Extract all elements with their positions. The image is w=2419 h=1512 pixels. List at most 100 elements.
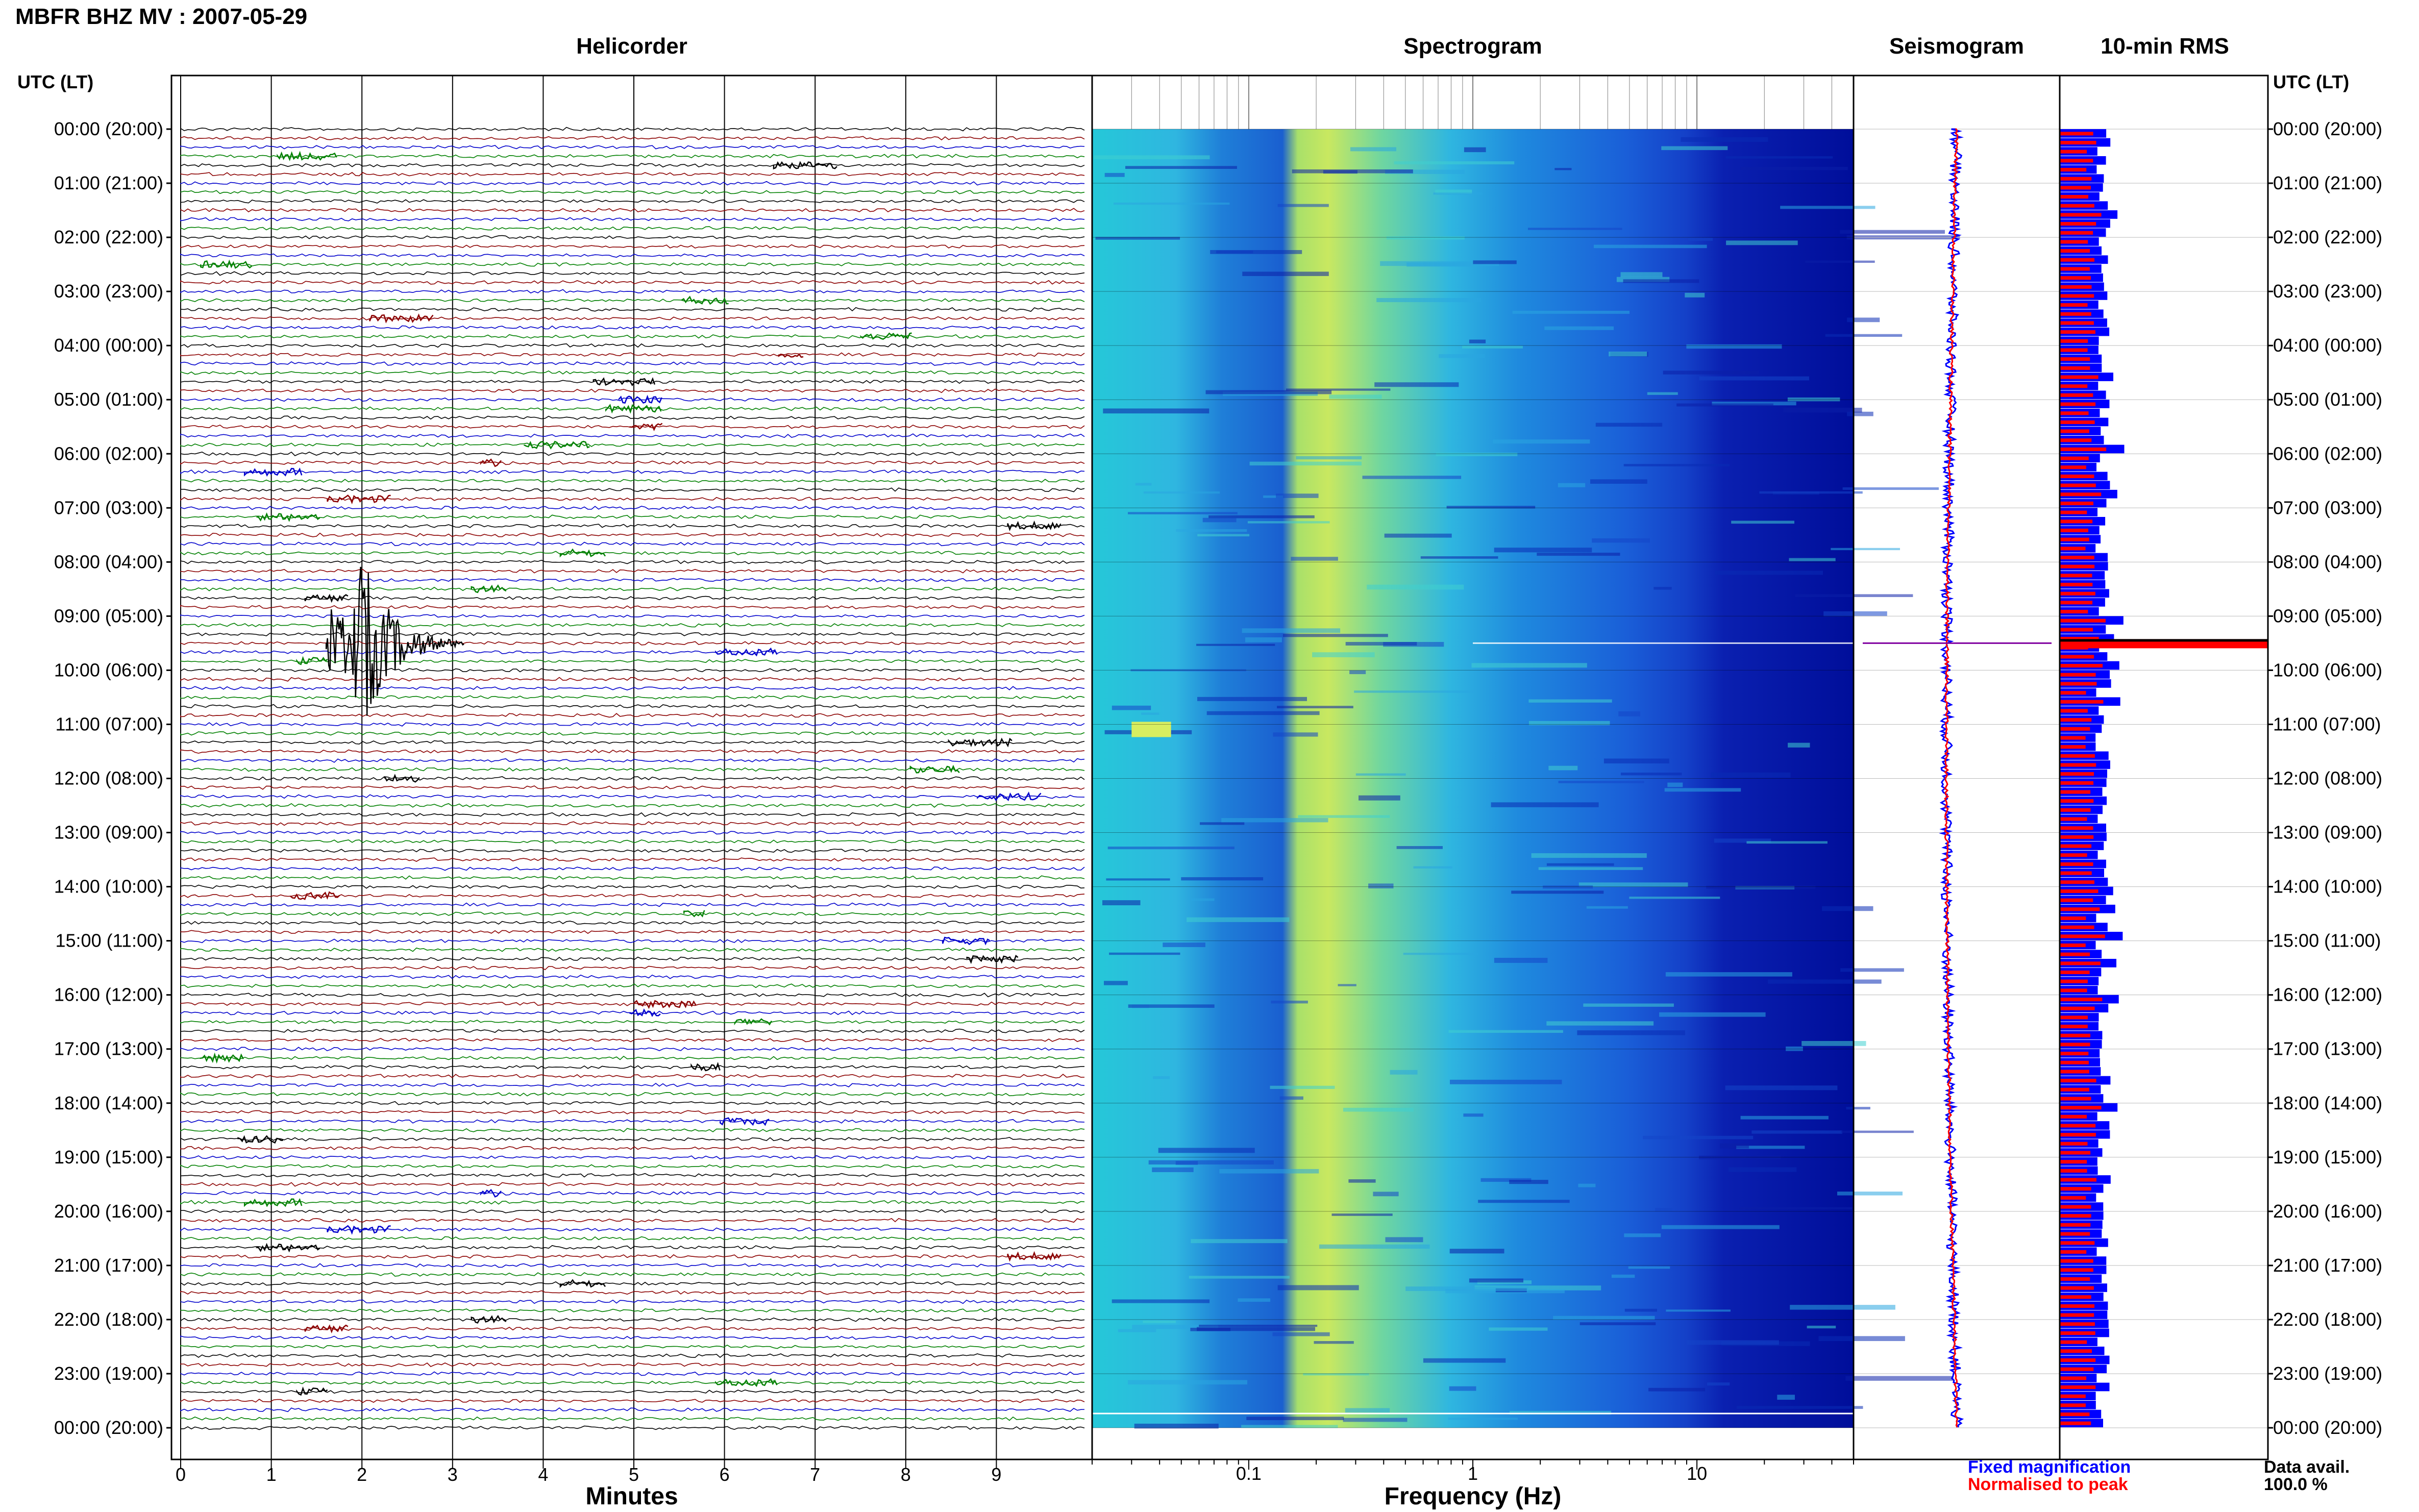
spectrogram-streak	[1841, 1130, 1914, 1133]
helicorder-trace	[180, 469, 1085, 475]
minutes-axis-title: Minutes	[585, 1483, 678, 1510]
helicorder-trace	[180, 1119, 1085, 1124]
rms-bar-normalised	[2060, 952, 2090, 956]
rms-bar-normalised	[2060, 556, 2094, 560]
helicorder-trace	[180, 749, 1085, 754]
spectrogram-streak	[1655, 1208, 1673, 1211]
spectrogram-streak	[1624, 1308, 1657, 1312]
spectrogram-streak	[1271, 1000, 1308, 1004]
helicorder-trace	[180, 271, 1085, 276]
spectrogram-streak	[1345, 1408, 1390, 1413]
spectrogram-streak	[1245, 637, 1282, 642]
helicorder-trace	[180, 740, 1085, 745]
rms-bar-normalised	[2060, 402, 2096, 406]
helicorder-trace	[180, 875, 1085, 880]
spectrogram-streak	[1319, 1244, 1430, 1249]
spectrogram-streak	[1107, 847, 1235, 850]
rms-bar-normalised	[2060, 366, 2090, 370]
spectrogram-streak	[1277, 1285, 1359, 1291]
time-label-left: 16:00 (12:00)	[54, 984, 163, 1005]
helicorder-burst	[618, 394, 662, 404]
helicorder-trace	[180, 460, 1085, 465]
rms-bar-normalised	[2060, 1169, 2087, 1173]
spectrogram-streak	[1462, 345, 1523, 349]
helicorder-burst	[778, 353, 804, 358]
spectrogram-streak	[1512, 311, 1630, 314]
rms-bar-normalised	[2060, 1043, 2090, 1047]
spectrogram-streak	[1406, 262, 1471, 267]
rms-bar-normalised	[2060, 880, 2094, 884]
rms-title: 10-min RMS	[2101, 34, 2229, 59]
spectrogram-streak	[1219, 1169, 1319, 1174]
rms-bar-normalised	[2060, 709, 2088, 713]
helicorder-trace	[180, 560, 1085, 564]
spectrogram-streak	[1805, 260, 1875, 263]
spectrogram-streak	[1141, 712, 1159, 715]
helicorder-burst	[369, 313, 434, 324]
spectrogram-streak	[1206, 711, 1320, 715]
helicorder-traces	[180, 127, 1085, 1430]
helicorder-trace	[180, 1110, 1085, 1114]
helicorder-trace	[180, 1281, 1085, 1286]
rms-bar-normalised	[2060, 1205, 2091, 1209]
spectrogram-streak	[1464, 147, 1486, 153]
helicorder-burst	[559, 548, 606, 558]
spectrogram-streak	[1272, 1332, 1330, 1336]
rms-bar-normalised	[2060, 979, 2088, 983]
spectrogram-streak	[1553, 1316, 1655, 1320]
minute-tick-label: 1	[266, 1464, 277, 1485]
helicorder-trace	[180, 640, 1085, 646]
helicorder-trace	[180, 451, 1085, 456]
spectrogram-streak	[1546, 1021, 1654, 1026]
spectrogram-streak	[1818, 1336, 1905, 1341]
time-label-right: 06:00 (02:00)	[2273, 443, 2382, 464]
helicorder-trace	[180, 1272, 1085, 1277]
spectrogram-streak	[1736, 1406, 1863, 1409]
rms-bar-normalised	[2060, 934, 2105, 938]
minute-tick-label: 6	[720, 1464, 730, 1485]
rms-bar-normalised	[2060, 132, 2093, 136]
helicorder-burst	[524, 440, 590, 450]
spectrogram-streak	[1473, 260, 1517, 264]
helicorder-trace	[180, 325, 1085, 330]
rms-bar-normalised	[2060, 1015, 2088, 1020]
spectrogram-streak	[1241, 1425, 1338, 1428]
utc-label-left: UTC (LT)	[17, 71, 94, 92]
rms-bar-normalised	[2060, 718, 2092, 722]
helicorder-burst	[681, 295, 729, 305]
spectrogram-streak	[1249, 461, 1362, 466]
rms-bar-normalised	[2060, 583, 2093, 587]
frequency-axis: 0.1 1 10	[1236, 1463, 1707, 1484]
rms-bar-normalised	[2060, 628, 2093, 632]
helicorder-trace	[180, 794, 1085, 799]
rms-bar-normalised	[2060, 591, 2095, 596]
spectrogram-streak	[1355, 773, 1406, 776]
rms-bar-normalised	[2060, 835, 2094, 839]
spectrogram-streak	[1349, 670, 1366, 675]
helicorder-trace	[180, 965, 1085, 971]
rms-bar-normalised	[2060, 186, 2091, 190]
spectrogram-streak	[1423, 1358, 1506, 1363]
spectrogram-streak	[1390, 1070, 1418, 1075]
spectrogram-streak	[1661, 146, 1728, 151]
minute-tick-label: 9	[991, 1464, 1001, 1485]
time-label-left: 05:00 (01:00)	[54, 389, 163, 410]
spectrogram-streak	[1715, 571, 1823, 575]
spectrogram-streak	[1623, 279, 1699, 283]
spectrogram-streak	[1405, 1286, 1528, 1291]
rms-bar-normalised	[2060, 483, 2096, 487]
spectrogram-streak	[1847, 317, 1880, 323]
time-label-left: 03:00 (23:00)	[54, 281, 163, 302]
spectrogram-streak	[1191, 1239, 1288, 1244]
spectrogram-streak	[1544, 326, 1614, 330]
spectrogram-streak	[1469, 339, 1486, 343]
helicorder-trace	[180, 262, 1085, 267]
rms-bar-normalised	[2060, 853, 2087, 857]
helicorder-trace	[180, 370, 1085, 375]
spectrogram-streak	[1433, 192, 1483, 195]
rms-bar-normalised	[2060, 1106, 2102, 1110]
spectrogram-streak	[1312, 652, 1375, 657]
rms-bar-normalised	[2060, 330, 2095, 334]
spectrogram-streak	[1279, 1096, 1303, 1100]
spectrogram-streak	[1478, 1200, 1570, 1203]
